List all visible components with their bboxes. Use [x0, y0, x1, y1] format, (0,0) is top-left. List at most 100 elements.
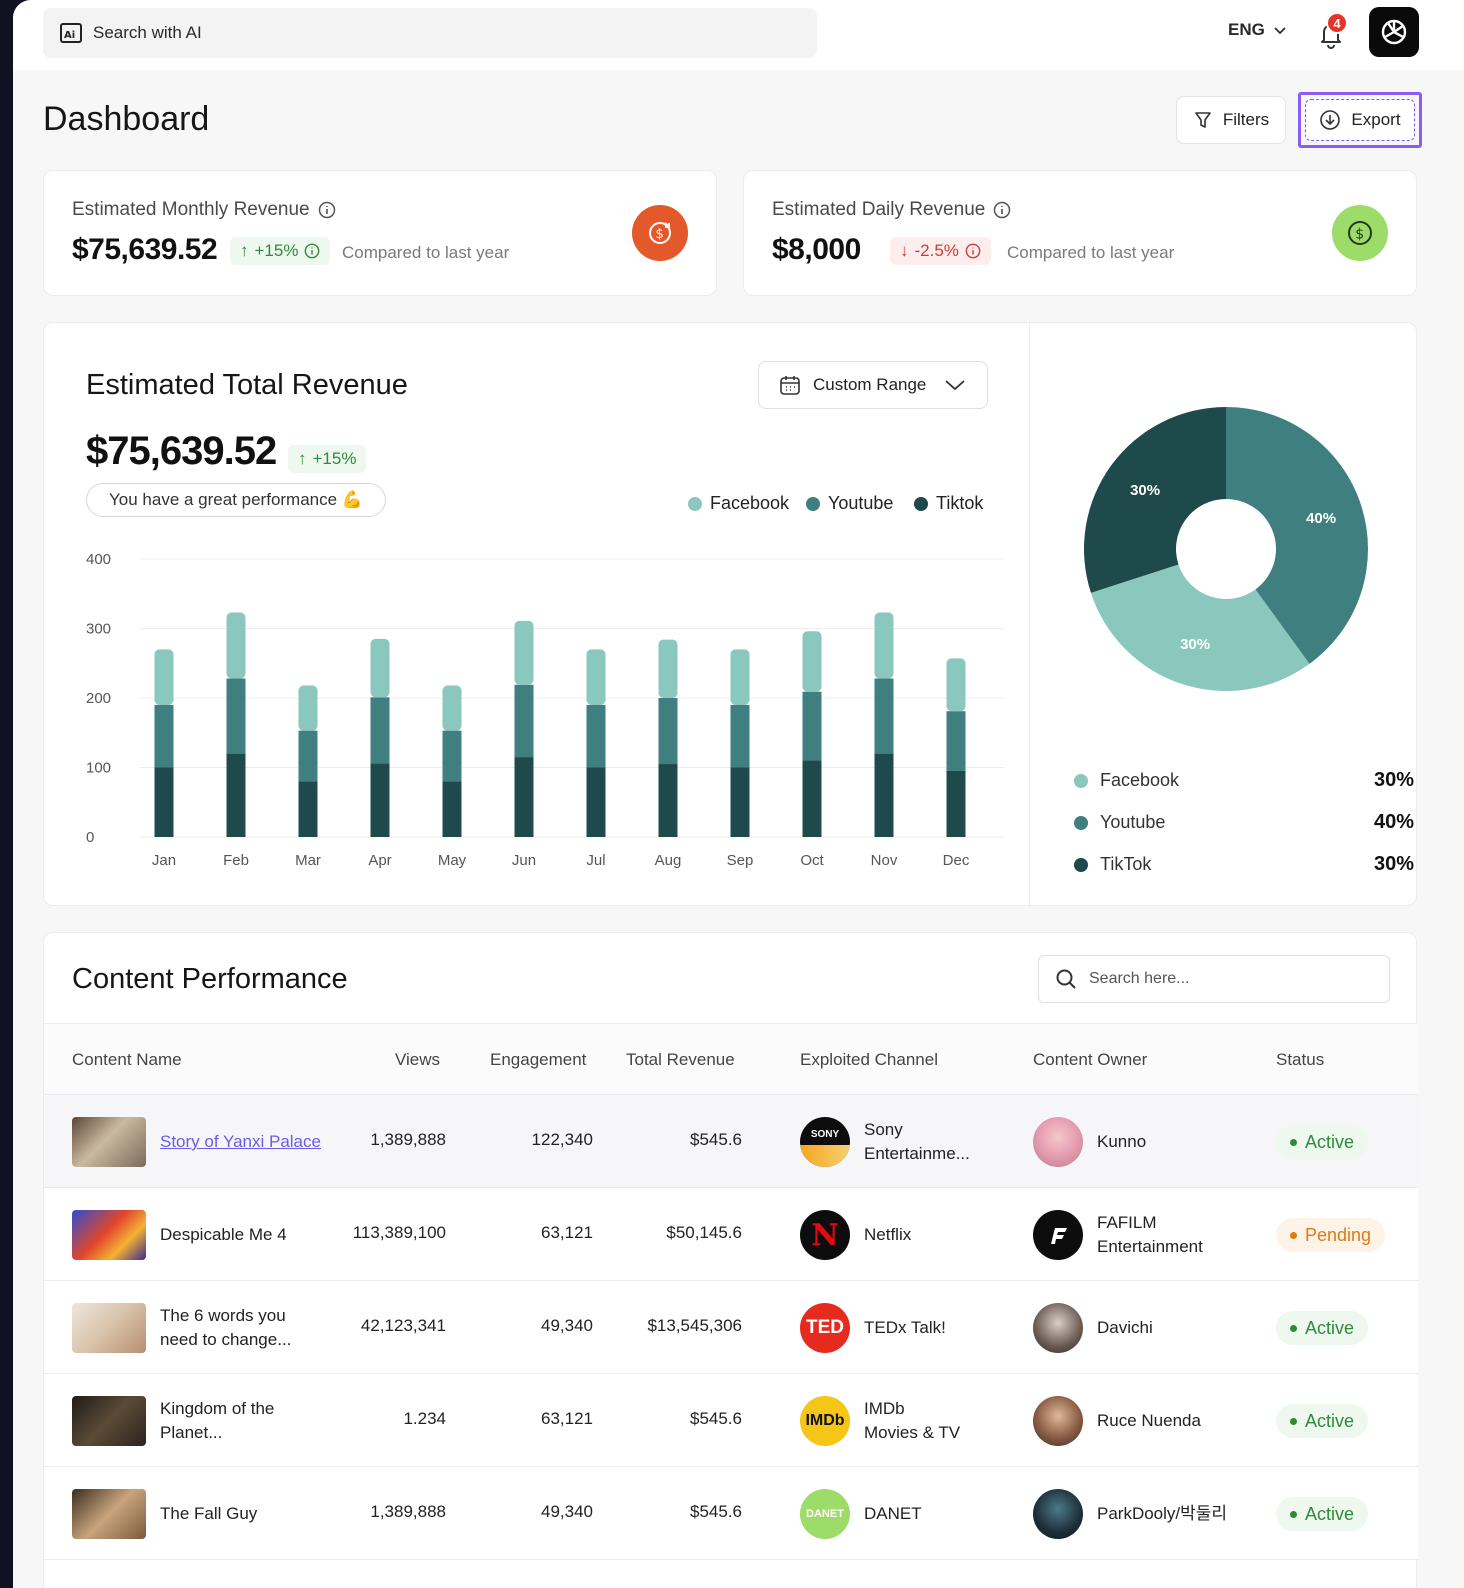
- status-text: Active: [1305, 1503, 1355, 1524]
- ai-search-bar[interactable]: Ai Search with AI: [43, 8, 817, 58]
- fafilm-icon: [1051, 1228, 1067, 1244]
- pie-legend-youtube: Youtube 40%: [1074, 811, 1414, 834]
- x-tick-label: Dec: [943, 852, 970, 869]
- legend-label: TikTok: [1100, 854, 1152, 874]
- legend-label: Youtube: [828, 493, 894, 513]
- column-header[interactable]: Total Revenue: [626, 1050, 735, 1069]
- y-tick-label: 300: [86, 621, 111, 638]
- legend-label: Facebook: [1100, 770, 1180, 790]
- status-badge: Pending: [1276, 1218, 1386, 1252]
- chevron-down-icon: [1274, 27, 1286, 35]
- kpi-title: Estimated Daily Revenue: [772, 199, 1011, 221]
- content-name[interactable]: The Fall Guy: [160, 1504, 258, 1523]
- x-tick-label: May: [438, 852, 467, 869]
- legend-label: Facebook: [710, 493, 790, 513]
- status-badge: Active: [1276, 1497, 1369, 1531]
- bar-segment-tiktok: [946, 770, 966, 837]
- engagement-value: 49,340: [541, 1316, 593, 1335]
- language-selector[interactable]: ENG: [1228, 20, 1287, 40]
- kpi-title-text: Estimated Daily Revenue: [772, 199, 986, 220]
- performance-message: You have a great performance 💪: [86, 483, 386, 517]
- info-icon[interactable]: [318, 201, 336, 219]
- table-row[interactable]: The Fall Guy 1,389,888 49,340 $545.6 DAN…: [44, 1467, 1418, 1560]
- channel-name: Sony Entertainme...: [864, 1118, 970, 1166]
- pie-slice-label: 30%: [1180, 636, 1210, 653]
- column-header[interactable]: Status: [1276, 1050, 1325, 1069]
- kpi-card-daily: Estimated Daily Revenue $8,000 ↓ -2.5% C…: [743, 170, 1417, 296]
- info-icon[interactable]: [993, 201, 1011, 219]
- content-name[interactable]: The 6 words you need to change...: [160, 1304, 291, 1352]
- legend-percent: 30%: [1373, 853, 1414, 875]
- bar-segment-youtube: [874, 678, 894, 754]
- column-header[interactable]: Engagement: [490, 1050, 587, 1069]
- kpi-value: $75,639.52: [72, 233, 218, 266]
- column-header[interactable]: Views: [395, 1050, 441, 1069]
- table-row[interactable]: Story of Yanxi Palace 1,389,888 122,340 …: [44, 1095, 1418, 1188]
- stacked-bar-chart: 400 300 200 100 0 Jan Feb Mar Apr May Jun Jul Aug Sep…: [86, 551, 1004, 869]
- status-text: Active: [1305, 1410, 1355, 1431]
- revenue-value: $75,639.52: [86, 429, 277, 473]
- content-name[interactable]: Kingdom of the Planet...: [160, 1397, 274, 1445]
- content-name-link[interactable]: Story of Yanxi Palace: [160, 1132, 321, 1151]
- logo-text: SONY: [810, 1128, 840, 1140]
- fafilm-logo: [1033, 1210, 1083, 1260]
- top-bar: Ai Search with AI ENG 4: [13, 0, 1464, 70]
- views-value: 1,389,888: [370, 1502, 446, 1521]
- bar-segment-youtube: [586, 704, 606, 768]
- imdb-logo: IMDb: [800, 1396, 850, 1446]
- channel-line-1: Netflix: [864, 1225, 912, 1244]
- legend-dot: [688, 496, 702, 511]
- ted-logo: TED: [800, 1303, 850, 1353]
- channel-line-1: DANET: [864, 1504, 922, 1523]
- legend-dot: [1074, 815, 1088, 830]
- bar-segment-youtube: [730, 704, 750, 768]
- legend-facebook: Facebook: [688, 493, 789, 514]
- bar-segment-tiktok: [442, 781, 462, 837]
- download-icon: [1320, 110, 1341, 130]
- engagement-value: 49,340: [541, 1502, 593, 1521]
- refund-dollar-icon: $: [632, 205, 688, 261]
- filters-button[interactable]: Filters: [1176, 96, 1286, 144]
- bar-segment-facebook: [442, 685, 462, 731]
- x-tick-label: Jun: [512, 852, 536, 869]
- x-tick-label: Oct: [800, 852, 824, 869]
- channel-line-1: Sony: [864, 1120, 903, 1139]
- x-tick-label: Mar: [295, 852, 321, 869]
- channel-line-1: TEDx Talk!: [864, 1318, 946, 1337]
- engagement-value: 63,121: [541, 1223, 593, 1242]
- legend-percent: 40%: [1373, 811, 1414, 833]
- bar-segment-youtube: [658, 698, 678, 765]
- revenue-value: $13,545,306: [647, 1316, 742, 1335]
- column-header[interactable]: Content Name: [72, 1050, 182, 1069]
- table-row[interactable]: The 6 words you need to change... 42,123,…: [44, 1281, 1418, 1374]
- trend-value: -2.5%: [914, 241, 959, 260]
- custom-range-dropdown[interactable]: Custom Range: [758, 361, 988, 409]
- user-avatar[interactable]: [1369, 7, 1419, 57]
- owner-line-1: FAFILM: [1097, 1213, 1157, 1232]
- table-row[interactable]: Despicable Me 4 113,389,100 63,121 $50,1…: [44, 1188, 1418, 1281]
- bar-segment-facebook: [370, 638, 390, 698]
- status-badge: Active: [1276, 1311, 1369, 1345]
- channel-name: TEDx Talk!: [864, 1316, 946, 1340]
- status-badge: Active: [1276, 1404, 1369, 1438]
- export-button[interactable]: Export: [1305, 99, 1415, 141]
- content-thumbnail: [72, 1303, 146, 1353]
- bar-segment-facebook: [874, 612, 894, 679]
- pie-legend-tiktok: TikTok 30%: [1074, 853, 1414, 876]
- column-header[interactable]: Content Owner: [1033, 1050, 1148, 1069]
- column-header[interactable]: Exploited Channel: [800, 1050, 938, 1069]
- content-name[interactable]: Despicable Me 4: [160, 1225, 287, 1244]
- table-header: Content Name Views Engagement Total Reve…: [44, 1023, 1418, 1095]
- content-search-input[interactable]: Search here...: [1038, 955, 1390, 1003]
- x-tick-label: Aug: [655, 852, 682, 869]
- revenue-value: $50,145.6: [666, 1223, 742, 1242]
- bar-segment-facebook: [946, 658, 966, 712]
- table-row[interactable]: Kingdom of the Planet... 1.234 63,121 $54…: [44, 1374, 1418, 1467]
- netflix-logo: N: [800, 1210, 850, 1260]
- ai-search-icon: Ai: [60, 23, 82, 43]
- channel-line-1: IMDb: [864, 1399, 905, 1418]
- kpi-title-text: Estimated Monthly Revenue: [72, 199, 310, 220]
- export-focus-ring: Export: [1298, 92, 1422, 148]
- bar-segment-facebook: [730, 649, 750, 705]
- page-title: Dashboard: [43, 100, 210, 138]
